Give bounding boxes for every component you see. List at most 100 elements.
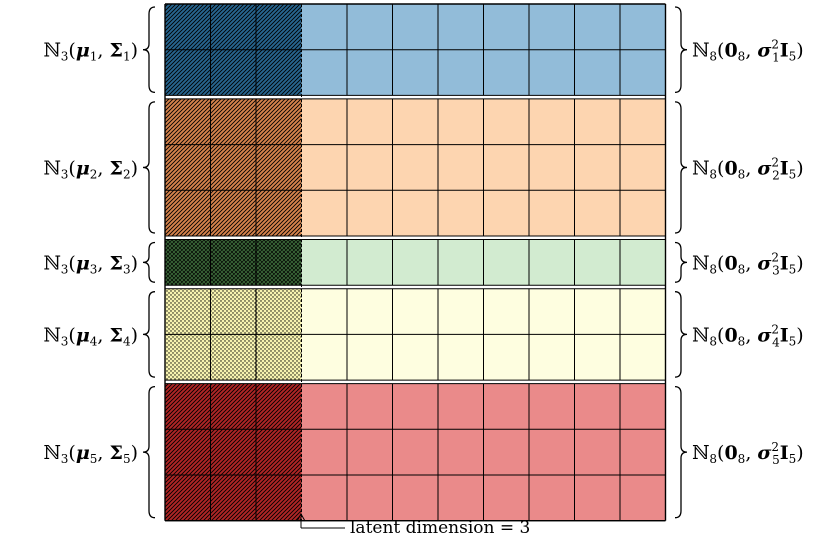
mu-subscript: 5 <box>90 452 98 466</box>
sigma-index-subscript: 4 <box>772 335 780 349</box>
identity-symbol: I <box>780 252 789 274</box>
sigma-symbol: Σ <box>110 324 123 346</box>
sigma-symbol: Σ <box>110 40 123 62</box>
cluster-block-3 <box>165 239 666 286</box>
latent-arrow <box>296 512 345 529</box>
cluster-latent-pattern-5 <box>165 383 302 521</box>
square-superscript: 2 <box>771 250 779 264</box>
square-superscript: 2 <box>771 155 779 169</box>
sigma-symbol: σ <box>757 157 772 179</box>
blackboard-symbol: ℕ <box>692 442 709 464</box>
sigma-subscript: 3 <box>123 262 131 276</box>
right-brace-4 <box>674 291 688 378</box>
sigma-index-subscript: 2 <box>772 168 780 182</box>
blackboard-symbol: ℕ <box>43 252 60 274</box>
identity-symbol: I <box>780 157 789 179</box>
mu-subscript: 4 <box>90 334 98 348</box>
identity-subscript: 5 <box>789 452 797 466</box>
dim-subscript: 3 <box>61 262 69 276</box>
left-brace-4 <box>142 291 156 378</box>
left-distribution-label-5: ℕ3(μ5, Σ5) <box>43 442 138 466</box>
left-brace-3 <box>142 241 156 283</box>
left-distribution-label-2: ℕ3(μ2, Σ2) <box>43 157 138 181</box>
sigma-symbol: σ <box>757 252 772 274</box>
zero-vector: 0 <box>724 324 737 346</box>
blackboard-symbol: ℕ <box>43 40 60 62</box>
left-distribution-label-4: ℕ3(μ4, Σ4) <box>43 324 138 348</box>
sigma-symbol: Σ <box>110 252 123 274</box>
distribution-labels: ℕ3(μ1, Σ1) ℕ8(08, σ2 1I5) ℕ3(μ2, Σ2) ℕ8(08, … <box>43 38 803 467</box>
left-brace-1 <box>142 6 156 94</box>
right-distribution-label-4: ℕ8(08, σ2 4I5) <box>692 322 804 349</box>
braces <box>142 6 688 519</box>
right-brace-1 <box>674 6 688 94</box>
mu-symbol: μ <box>76 252 90 274</box>
sigma-symbol: σ <box>757 40 772 62</box>
zero-subscript: 8 <box>738 167 746 181</box>
cluster-block-1 <box>165 3 666 96</box>
sigma-subscript: 5 <box>123 452 131 466</box>
cluster-block-4 <box>165 288 666 381</box>
blackboard-symbol: ℕ <box>43 442 60 464</box>
identity-symbol: I <box>780 40 789 62</box>
dim-subscript: 3 <box>61 452 69 466</box>
left-distribution-label-3: ℕ3(μ3, Σ3) <box>43 252 138 276</box>
cluster-latent-pattern-2 <box>165 98 302 237</box>
sigma-symbol: Σ <box>110 157 123 179</box>
blackboard-symbol: ℕ <box>692 324 709 346</box>
latent-dimension-label: latent dimension = 3 <box>350 518 530 538</box>
zero-subscript: 8 <box>738 262 746 276</box>
blackboard-symbol: ℕ <box>43 324 60 346</box>
right-distribution-label-3: ℕ8(08, σ2 3I5) <box>692 250 804 277</box>
mu-symbol: μ <box>76 442 90 464</box>
right-brace-3 <box>674 241 688 283</box>
cluster-block-2 <box>165 98 666 237</box>
mu-subscript: 2 <box>90 167 98 181</box>
dim-subscript: 8 <box>709 334 717 348</box>
dim-subscript: 8 <box>709 452 717 466</box>
dim-subscript: 3 <box>61 334 69 348</box>
zero-vector: 0 <box>724 442 737 464</box>
identity-subscript: 5 <box>789 50 797 64</box>
identity-subscript: 5 <box>789 262 797 276</box>
sigma-symbol: Σ <box>110 442 123 464</box>
zero-subscript: 8 <box>738 50 746 64</box>
square-superscript: 2 <box>771 38 779 52</box>
cluster-block-5 <box>165 383 666 522</box>
sigma-subscript: 1 <box>123 50 131 64</box>
mu-symbol: μ <box>76 324 90 346</box>
sigma-index-subscript: 5 <box>772 453 780 467</box>
square-superscript: 2 <box>771 322 779 336</box>
zero-subscript: 8 <box>738 334 746 348</box>
dim-subscript: 8 <box>709 262 717 276</box>
zero-vector: 0 <box>724 40 737 62</box>
left-brace-5 <box>142 385 156 519</box>
zero-subscript: 8 <box>738 452 746 466</box>
blackboard-symbol: ℕ <box>692 40 709 62</box>
blackboard-symbol: ℕ <box>692 157 709 179</box>
dim-subscript: 3 <box>61 50 69 64</box>
identity-subscript: 5 <box>789 167 797 181</box>
mu-symbol: μ <box>76 40 90 62</box>
cluster-latent-pattern-3 <box>165 239 302 286</box>
blackboard-symbol: ℕ <box>692 252 709 274</box>
identity-symbol: I <box>780 442 789 464</box>
right-distribution-label-2: ℕ8(08, σ2 2I5) <box>692 155 804 182</box>
right-brace-5 <box>674 385 688 519</box>
left-distribution-label-1: ℕ3(μ1, Σ1) <box>43 40 138 64</box>
sigma-subscript: 4 <box>123 334 131 348</box>
mu-symbol: μ <box>76 157 90 179</box>
identity-subscript: 5 <box>789 334 797 348</box>
right-distribution-label-1: ℕ8(08, σ2 1I5) <box>692 38 804 65</box>
identity-symbol: I <box>780 324 789 346</box>
latent-annotation: latent dimension = 3 <box>296 512 530 538</box>
zero-vector: 0 <box>724 252 737 274</box>
matrix-grid <box>164 3 667 522</box>
blackboard-symbol: ℕ <box>43 157 60 179</box>
sigma-symbol: σ <box>757 442 772 464</box>
sigma-index-subscript: 3 <box>772 263 780 277</box>
square-superscript: 2 <box>771 440 779 454</box>
right-brace-2 <box>674 101 688 234</box>
left-brace-2 <box>142 101 156 234</box>
dim-subscript: 8 <box>709 167 717 181</box>
